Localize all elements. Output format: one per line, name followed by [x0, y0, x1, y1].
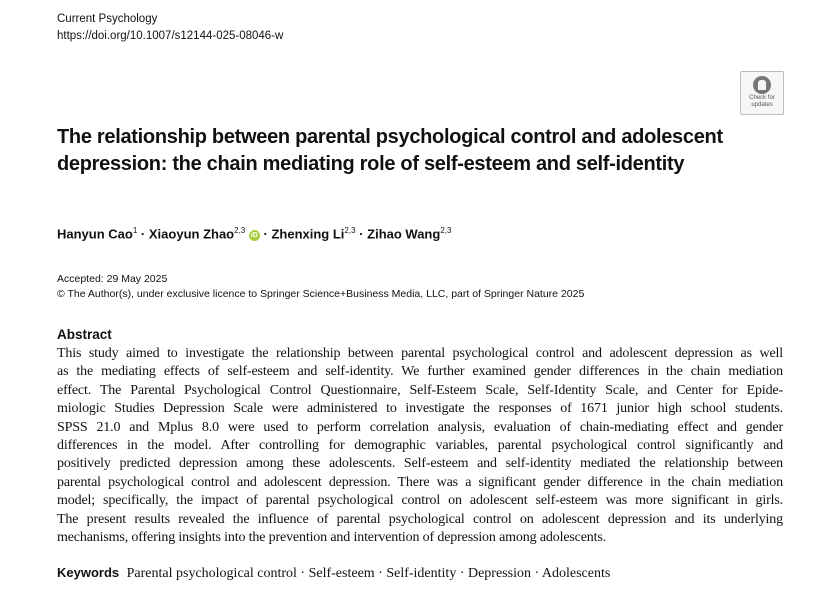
author[interactable]: Zhenxing Li — [271, 226, 345, 242]
keywords-list: Parental psychological control · Self-es… — [126, 566, 611, 581]
abstract-line: model; specifically, the impact of paren… — [57, 493, 783, 509]
doi-link[interactable]: https://doi.org/10.1007/s12144-025-08046… — [57, 30, 284, 42]
separator: · — [359, 226, 364, 242]
abstract-line: effect. The Parental Psychological Contr… — [57, 382, 783, 398]
badge-line2: updates — [751, 102, 773, 108]
keywords-label: Keywords — [57, 565, 120, 580]
abstract-line: This study aimed to investigate the rela… — [57, 346, 783, 361]
check-for-updates-icon — [753, 76, 771, 94]
abstract-line: mechanisms, offering insights into the p… — [57, 530, 607, 546]
abstract-line: differences in the model. After controll… — [57, 438, 783, 454]
author[interactable]: Hanyun Cao — [57, 226, 133, 242]
badge-line1: Check for — [749, 95, 775, 101]
accepted-date: Accepted: 29 May 2025 — [57, 273, 168, 285]
separator: · — [140, 226, 146, 242]
keywords: Keywords Parental psychological control … — [57, 565, 610, 582]
author[interactable]: Zihao Wang — [367, 226, 441, 242]
separator: · — [263, 226, 268, 242]
affiliation: 1 — [132, 226, 138, 235]
abstract-line: SPSS 21.0 and Mplus 8.0 were used to per… — [57, 419, 783, 435]
abstract-line: The present results revealed the influen… — [57, 511, 783, 527]
abstract-line: miologic Studies Depression Scale were a… — [57, 401, 783, 417]
abstract-heading: Abstract — [57, 327, 112, 342]
abstract-line: parental psychological control and adole… — [57, 474, 783, 490]
author[interactable]: Xiaoyun Zhao — [148, 226, 235, 242]
journal-name: Current Psychology — [57, 13, 158, 25]
affiliation: 2,3 — [234, 226, 246, 235]
affiliation: 2,3 — [344, 226, 356, 235]
abstract-body: This study aimed to investigate the rela… — [57, 345, 783, 547]
abstract-line: as the mediating effects of self-esteem … — [57, 364, 783, 380]
article-title: The relationship between parental psycho… — [57, 126, 723, 175]
check-for-updates-button[interactable]: Check for updates — [740, 71, 784, 115]
author-list: Hanyun Cao1 · Xiaoyun Zhao2,3 iD · Zhenx… — [57, 226, 452, 242]
abstract-line: positively predicted depression among th… — [57, 456, 783, 472]
orcid-icon[interactable]: iD — [248, 230, 260, 242]
affiliation: 2,3 — [440, 226, 452, 235]
copyright-notice: © The Author(s), under exclusive licence… — [57, 288, 585, 300]
